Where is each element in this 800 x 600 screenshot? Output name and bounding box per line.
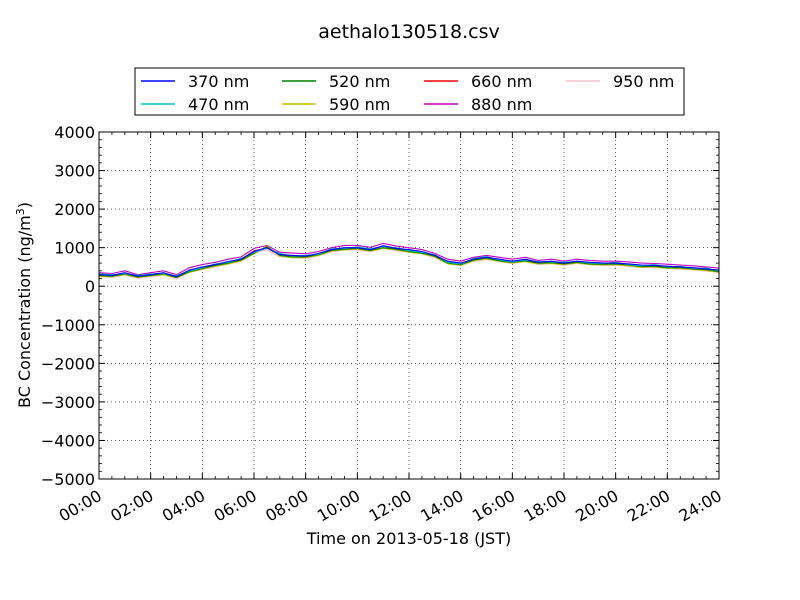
y-tick-label: 2000 — [54, 200, 95, 219]
x-tick-label: 08:00 — [262, 486, 311, 526]
series-line-520-nm — [99, 246, 719, 278]
x-tick-label: 10:00 — [314, 486, 363, 526]
x-tick-label: 16:00 — [469, 486, 518, 526]
grid-lines — [99, 132, 719, 479]
x-tick-label: 04:00 — [159, 486, 208, 526]
x-axis-label: Time on 2013-05-18 (JST) — [306, 529, 511, 548]
x-tick-label: 02:00 — [107, 486, 156, 526]
legend: 370 nm 470 nm 520 nm 590 nm 660 nm 880 nm 950 … — [141, 72, 674, 114]
plot-frame — [98, 131, 720, 480]
plot-area-background — [99, 132, 719, 479]
x-tick-label: 06:00 — [211, 486, 260, 526]
legend-label: 950 nm — [613, 72, 674, 91]
y-tick-label: 4000 — [54, 123, 95, 142]
series-lines — [99, 242, 719, 280]
x-tick-label: 14:00 — [417, 486, 466, 526]
chart-title: aethalo130518.csv — [318, 21, 500, 43]
series-line-470-nm — [99, 245, 719, 277]
series-line-370-nm — [99, 245, 719, 278]
legend-box — [134, 67, 685, 116]
y-axis-label: BC Concentration (ng/m3) — [14, 202, 34, 408]
legend-label: 520 nm — [329, 72, 390, 91]
series-line-880-nm — [99, 242, 719, 276]
legend-label: 660 nm — [471, 72, 532, 91]
x-tick-label: 00:00 — [56, 486, 105, 526]
x-tick-label: 20:00 — [572, 486, 621, 526]
y-tick-label: 0 — [85, 277, 95, 296]
y-axis-label-sup: 3 — [14, 208, 27, 215]
y-axis-label-end: ) — [15, 202, 34, 208]
y-tick-label: −1000 — [41, 316, 95, 335]
series-line-590-nm — [99, 245, 719, 279]
legend-label: 370 nm — [188, 72, 249, 91]
y-tick-label: 1000 — [54, 239, 95, 258]
legend-label: 590 nm — [329, 95, 390, 114]
x-tick-label: 12:00 — [366, 486, 415, 526]
legend-label: 470 nm — [188, 95, 249, 114]
y-tick-label: −4000 — [41, 431, 95, 450]
legend-label: 880 nm — [471, 95, 532, 114]
x-tick-label: 22:00 — [624, 486, 673, 526]
y-tick-label: −3000 — [41, 393, 95, 412]
x-tick-label: 24:00 — [676, 486, 725, 526]
x-tick-label: 18:00 — [521, 486, 570, 526]
y-tick-label: −2000 — [41, 354, 95, 373]
y-axis-label-main: BC Concentration (ng/m — [15, 215, 34, 408]
y-tick-label: 3000 — [54, 162, 95, 181]
y-tick-label: −5000 — [41, 470, 95, 489]
x-tick-labels: 00:00 02:00 04:00 06:00 08:00 10:00 12:00 14:00… — [56, 486, 725, 526]
y-tick-labels: 4000 3000 2000 1000 0 −1000 −2000 −3000 −4000 −50… — [41, 123, 95, 489]
